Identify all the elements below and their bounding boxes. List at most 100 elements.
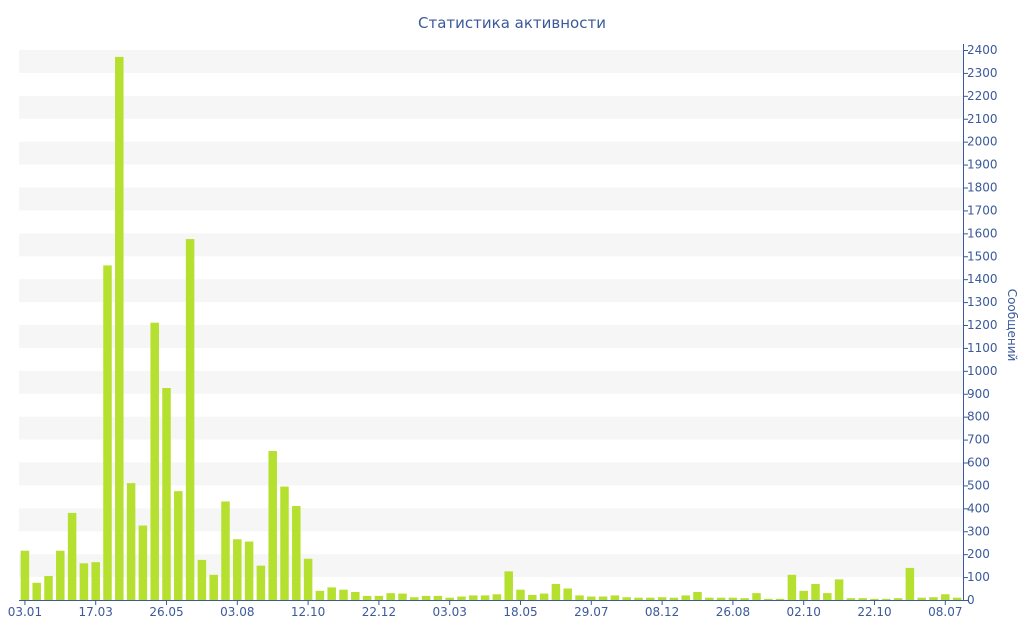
bar (587, 596, 596, 600)
bar (563, 588, 572, 600)
bar (244, 541, 254, 600)
y-tick-label: 400 (967, 501, 990, 515)
bar (197, 559, 207, 600)
grid-band (19, 370, 963, 394)
bar (740, 598, 749, 600)
grid-band (19, 508, 963, 532)
grid-band (19, 50, 963, 73)
x-tick-label: 22.10 (857, 605, 891, 619)
bar (539, 593, 549, 600)
bar (339, 589, 348, 600)
x-tick-label: 03.03 (433, 605, 467, 619)
bar (233, 539, 242, 600)
y-tick-label: 1200 (967, 318, 998, 332)
bar (256, 565, 266, 601)
x-tick-label: 02.10 (787, 605, 821, 619)
y-tick-label: 200 (967, 547, 990, 561)
x-tick-label: 12.10 (291, 605, 325, 619)
bar (445, 597, 454, 600)
bar (292, 506, 301, 600)
bar (858, 598, 867, 600)
bar (823, 593, 832, 601)
x-tick-label: 26.08 (716, 605, 750, 619)
bar (917, 597, 926, 600)
grid-band (19, 554, 963, 578)
bar-series (20, 56, 962, 601)
bar (398, 593, 407, 600)
bar (469, 595, 478, 600)
x-tick-label: 29.07 (574, 605, 608, 619)
x-tick-labels: 03.01 17.03 26.05 03.08 12.10 22.12 03.03 18.05… (8, 605, 963, 619)
x-tick-label: 18.05 (503, 605, 537, 619)
x-tick-label: 08.12 (645, 605, 679, 619)
bar (504, 571, 513, 600)
x-tick-label: 03.01 (8, 605, 42, 619)
bar (433, 595, 443, 601)
bar (716, 597, 726, 600)
y-tick-label: 300 (967, 524, 990, 538)
grid-bands (19, 50, 963, 578)
grid-band (19, 416, 963, 440)
grid-band (19, 279, 963, 303)
bar (551, 583, 561, 600)
bar (646, 597, 655, 600)
chart-title: Статистика активности (418, 14, 606, 32)
bar (811, 583, 820, 600)
y-tick-label: 2200 (967, 89, 998, 103)
bar (882, 598, 891, 600)
y-tick-label: 600 (967, 456, 990, 470)
bar (693, 591, 702, 600)
grid-band (19, 95, 963, 119)
bar (787, 574, 797, 600)
bar (374, 595, 384, 601)
x-tick-label: 03.08 (220, 605, 254, 619)
y-tick-label: 2300 (967, 66, 998, 80)
bar (221, 501, 230, 600)
bar (728, 597, 738, 600)
x-tick-label: 26.05 (149, 605, 183, 619)
bar (457, 596, 466, 600)
bar (799, 590, 808, 600)
bar (91, 562, 100, 600)
x-tick-label: 17.03 (79, 605, 113, 619)
y-axis-title: Сообщений (1005, 289, 1019, 362)
bar (941, 594, 950, 600)
bar (598, 596, 608, 600)
bar (386, 593, 395, 601)
bar (610, 595, 620, 600)
grid-band (19, 141, 963, 165)
y-tick-label: 700 (967, 433, 990, 447)
grid-band (19, 187, 963, 211)
bar (410, 597, 419, 600)
bar (764, 598, 773, 600)
bar (162, 388, 171, 600)
y-tick-label: 500 (967, 478, 990, 492)
y-tick-label: 1300 (967, 295, 998, 309)
bar (56, 550, 65, 600)
y-tick-label: 2000 (967, 135, 998, 149)
bar (622, 597, 631, 600)
bar (327, 587, 336, 600)
bar (870, 598, 879, 600)
bar (115, 56, 124, 601)
bar (952, 597, 962, 600)
y-tick-label: 2100 (967, 112, 998, 126)
y-tick-labels: 0 100 200 300 400 500 600 700 800 900 1000 1100 1200… (967, 43, 998, 607)
y-tick-label: 900 (967, 387, 990, 401)
bar (103, 265, 112, 600)
bar (681, 595, 690, 600)
bar (150, 322, 159, 600)
bar (705, 597, 714, 600)
bar (893, 598, 903, 600)
bar (126, 483, 136, 601)
bar (929, 597, 938, 600)
bar (669, 597, 679, 600)
bar (492, 594, 502, 600)
bar (575, 595, 584, 600)
y-tick-label: 1800 (967, 181, 998, 195)
bar (79, 563, 89, 600)
y-tick-label: 1900 (967, 158, 998, 172)
grid-band (19, 462, 963, 486)
bar (775, 598, 785, 600)
